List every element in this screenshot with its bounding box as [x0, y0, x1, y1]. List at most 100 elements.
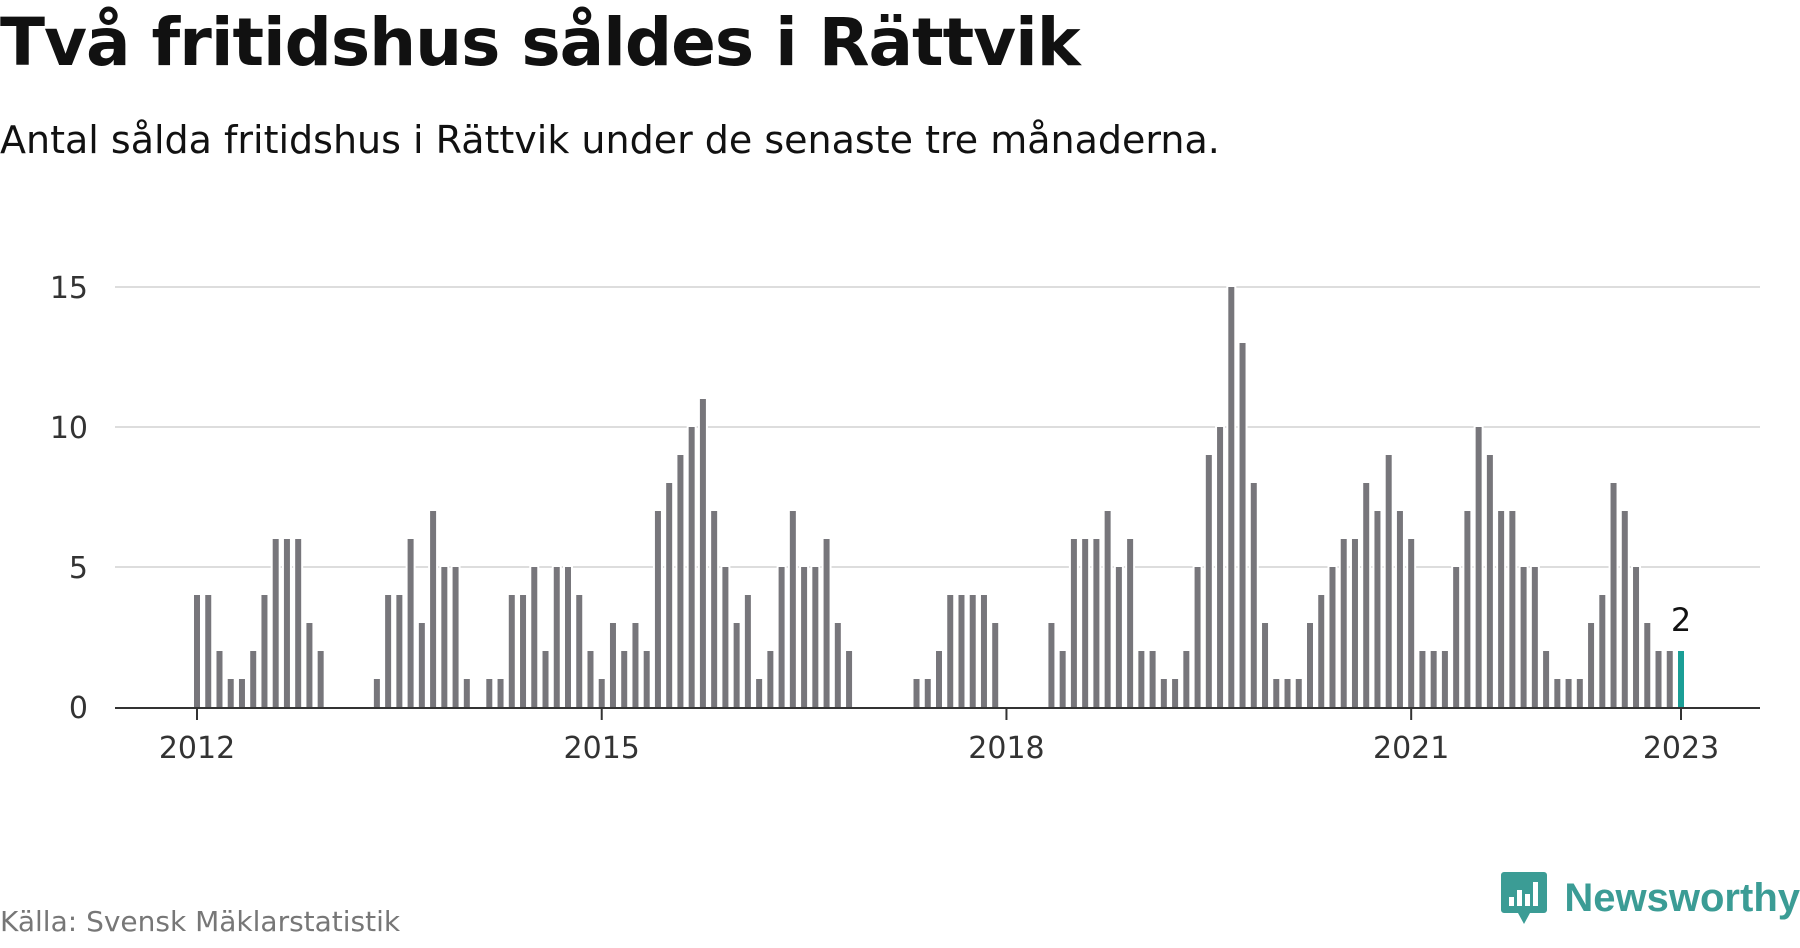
bar-2021-05 — [1453, 567, 1460, 707]
bar-2017-12 — [992, 623, 999, 707]
bar-2013-08 — [407, 539, 414, 707]
bar-2015-05 — [643, 651, 650, 707]
bar-2022-08 — [1621, 511, 1628, 707]
data-label-2023-01: 2 — [1671, 601, 1691, 639]
bar-2015-04 — [632, 623, 639, 707]
bar-2017-11 — [980, 595, 987, 707]
bar-2018-08 — [1082, 539, 1089, 707]
bar-2017-08 — [947, 595, 954, 707]
bar-2019-03 — [1160, 679, 1167, 707]
x-tick-label-2012: 2012 — [159, 731, 235, 766]
bar-2022-05 — [1588, 623, 1595, 707]
bar-2016-02 — [744, 595, 751, 707]
y-tick-label-15: 15 — [50, 271, 88, 306]
bar-2017-07 — [936, 651, 942, 707]
bar-2018-11 — [1115, 567, 1122, 707]
bar-2015-07 — [666, 483, 673, 707]
bar-2014-03 — [486, 679, 493, 707]
bar-2012-09 — [283, 539, 290, 707]
brand-logo[interactable]: Newsworthy — [1500, 870, 1800, 926]
bar-2014-04 — [497, 679, 504, 707]
bar-2013-11 — [441, 567, 448, 707]
bar-2021-03 — [1430, 651, 1437, 707]
bar-2022-01 — [1543, 651, 1550, 707]
bar-2022-03 — [1565, 679, 1572, 707]
bar-2021-07 — [1475, 427, 1482, 707]
y-axis-labels: 0 5 10 15 — [50, 271, 88, 726]
bar-2019-10 — [1239, 343, 1246, 707]
bar-chart: 0 5 10 15 2012 2015 2018 2021 2023 2 — [50, 271, 1760, 766]
bar-2012-06 — [250, 651, 257, 707]
bar-2013-12 — [452, 567, 459, 707]
bar-2015-03 — [621, 651, 628, 707]
x-tick-label-2021: 2021 — [1373, 731, 1449, 766]
bar-2020-04 — [1307, 623, 1313, 707]
bar-2019-09 — [1228, 287, 1235, 707]
bar-2015-10 — [699, 399, 706, 707]
bar-2015-12 — [722, 567, 729, 707]
bar-2012-07 — [261, 595, 268, 707]
bar-2022-02 — [1554, 679, 1561, 707]
bar-2020-09 — [1363, 483, 1370, 707]
bar-2022-10 — [1644, 623, 1651, 707]
bar-2013-10 — [430, 511, 437, 707]
bar-2019-08 — [1217, 427, 1224, 707]
bar-2016-06 — [789, 511, 796, 707]
bar-2014-10 — [565, 567, 571, 707]
bar-2019-04 — [1172, 679, 1179, 707]
bar-2017-09 — [958, 595, 965, 707]
bar-2014-01 — [463, 679, 470, 707]
chart-title: Två fritidshus såldes i Rättvik — [0, 4, 1081, 81]
bar-2020-06 — [1329, 567, 1336, 707]
bar-2020-10 — [1374, 511, 1381, 707]
bar-2020-07 — [1340, 539, 1347, 707]
bar-2018-07 — [1070, 539, 1077, 707]
bar-2014-12 — [587, 651, 594, 707]
x-tick-label-2023: 2023 — [1643, 731, 1719, 766]
bar-2020-11 — [1385, 455, 1392, 707]
bar-2014-08 — [542, 651, 549, 707]
bar-2022-12 — [1666, 651, 1673, 707]
x-tick-label-2018: 2018 — [968, 731, 1044, 766]
bar-2012-01 — [194, 595, 200, 707]
bar-2021-02 — [1419, 651, 1426, 707]
newsworthy-bar-chart-logo-icon — [1501, 872, 1548, 924]
bar-2021-08 — [1486, 455, 1493, 707]
bar-2020-03 — [1295, 679, 1302, 707]
bar-2019-02 — [1149, 651, 1156, 707]
bar-2012-05 — [238, 679, 245, 707]
bar-2022-04 — [1576, 679, 1583, 707]
x-axis-ticks: 2012 2015 2018 2021 2023 — [159, 708, 1719, 766]
bar-2020-02 — [1284, 679, 1291, 707]
bar-2018-05 — [1048, 623, 1055, 707]
bar-2019-06 — [1194, 567, 1201, 707]
bar-2015-11 — [711, 511, 718, 707]
bar-2013-09 — [418, 623, 425, 707]
bar-2016-04 — [767, 651, 774, 707]
source-note: Källa: Svensk Mäklarstatistik — [0, 905, 401, 938]
bar-2020-05 — [1318, 595, 1325, 707]
annotations: 2 — [1671, 601, 1691, 639]
bar-2018-09 — [1093, 539, 1100, 707]
bar-2020-01 — [1273, 679, 1280, 707]
bar-2020-08 — [1351, 539, 1358, 707]
bar-2013-06 — [385, 595, 392, 707]
bar-2018-12 — [1127, 539, 1134, 707]
bar-2016-03 — [756, 679, 763, 707]
bar-2014-05 — [508, 595, 515, 707]
bar-2021-09 — [1498, 511, 1505, 707]
brand-name: Newsworthy — [1564, 875, 1800, 920]
bar-2017-05 — [913, 679, 920, 707]
bar-2016-09 — [823, 539, 830, 707]
bar-2013-07 — [396, 595, 403, 707]
bar-2012-04 — [227, 679, 234, 707]
bar-2022-06 — [1599, 595, 1606, 707]
bar-2016-08 — [812, 567, 819, 707]
bar-2019-01 — [1138, 651, 1145, 707]
bar-2012-11 — [306, 623, 313, 707]
bar-2012-03 — [216, 651, 223, 707]
bar-2016-07 — [801, 567, 808, 707]
bar-2015-06 — [654, 511, 661, 707]
bar-2021-10 — [1509, 511, 1516, 707]
bar-2019-05 — [1183, 651, 1190, 707]
